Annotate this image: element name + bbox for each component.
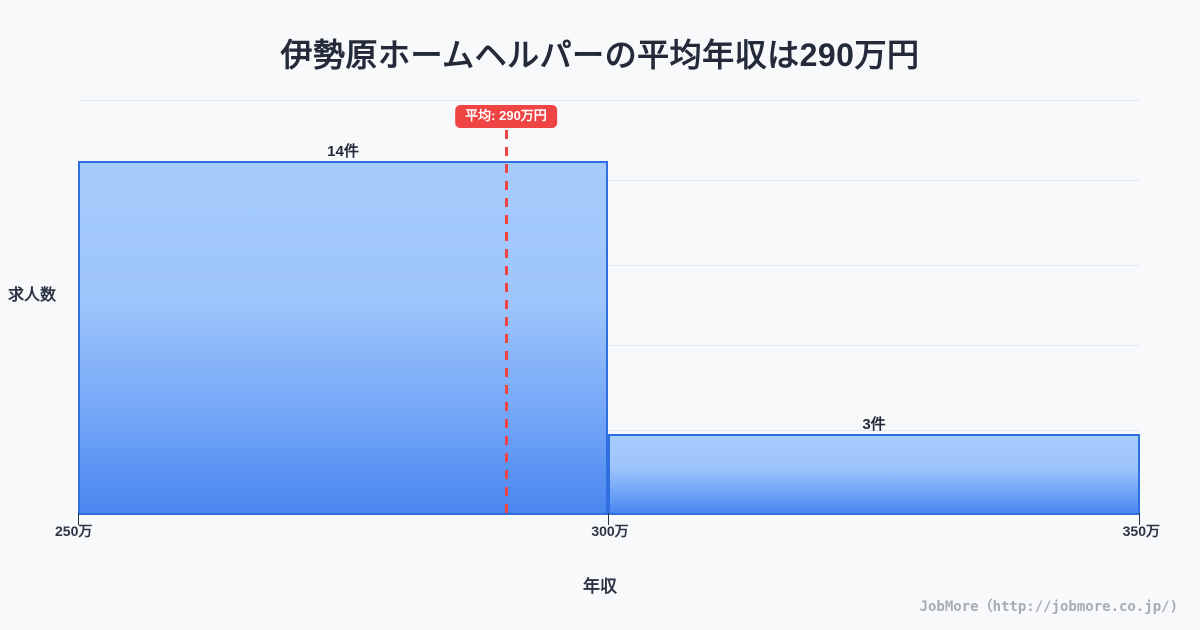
bar-bin-1[interactable] <box>78 161 608 515</box>
bar-bin-2[interactable] <box>608 434 1140 515</box>
gridline <box>78 100 1140 101</box>
gridline <box>78 430 1140 431</box>
average-line <box>505 130 508 513</box>
x-axis-tick <box>608 513 609 525</box>
x-tick-label-350: 350万 <box>1122 523 1160 539</box>
x-axis-tick <box>1139 513 1140 525</box>
gridline <box>78 265 1140 266</box>
gridline <box>78 180 1140 181</box>
bar-value-label-2: 3件 <box>862 416 886 433</box>
average-badge: 平均: 290万円 <box>455 105 557 129</box>
gridline <box>78 345 1140 346</box>
x-tick-label-250: 250万 <box>55 523 93 539</box>
x-axis-line <box>78 513 1140 515</box>
plot-area <box>78 95 1140 514</box>
y-axis-title: 求人数 <box>8 287 57 304</box>
x-tick-label-300: 300万 <box>591 523 629 539</box>
footer-credit: JobMore（http://jobmore.co.jp/) <box>919 599 1178 615</box>
chart-title: 伊勢原ホームヘルパーの平均年収は290万円 <box>280 37 920 73</box>
x-axis-title: 年収 <box>583 577 617 596</box>
x-axis-tick <box>78 513 79 525</box>
bar-value-label-1: 14件 <box>327 143 359 160</box>
